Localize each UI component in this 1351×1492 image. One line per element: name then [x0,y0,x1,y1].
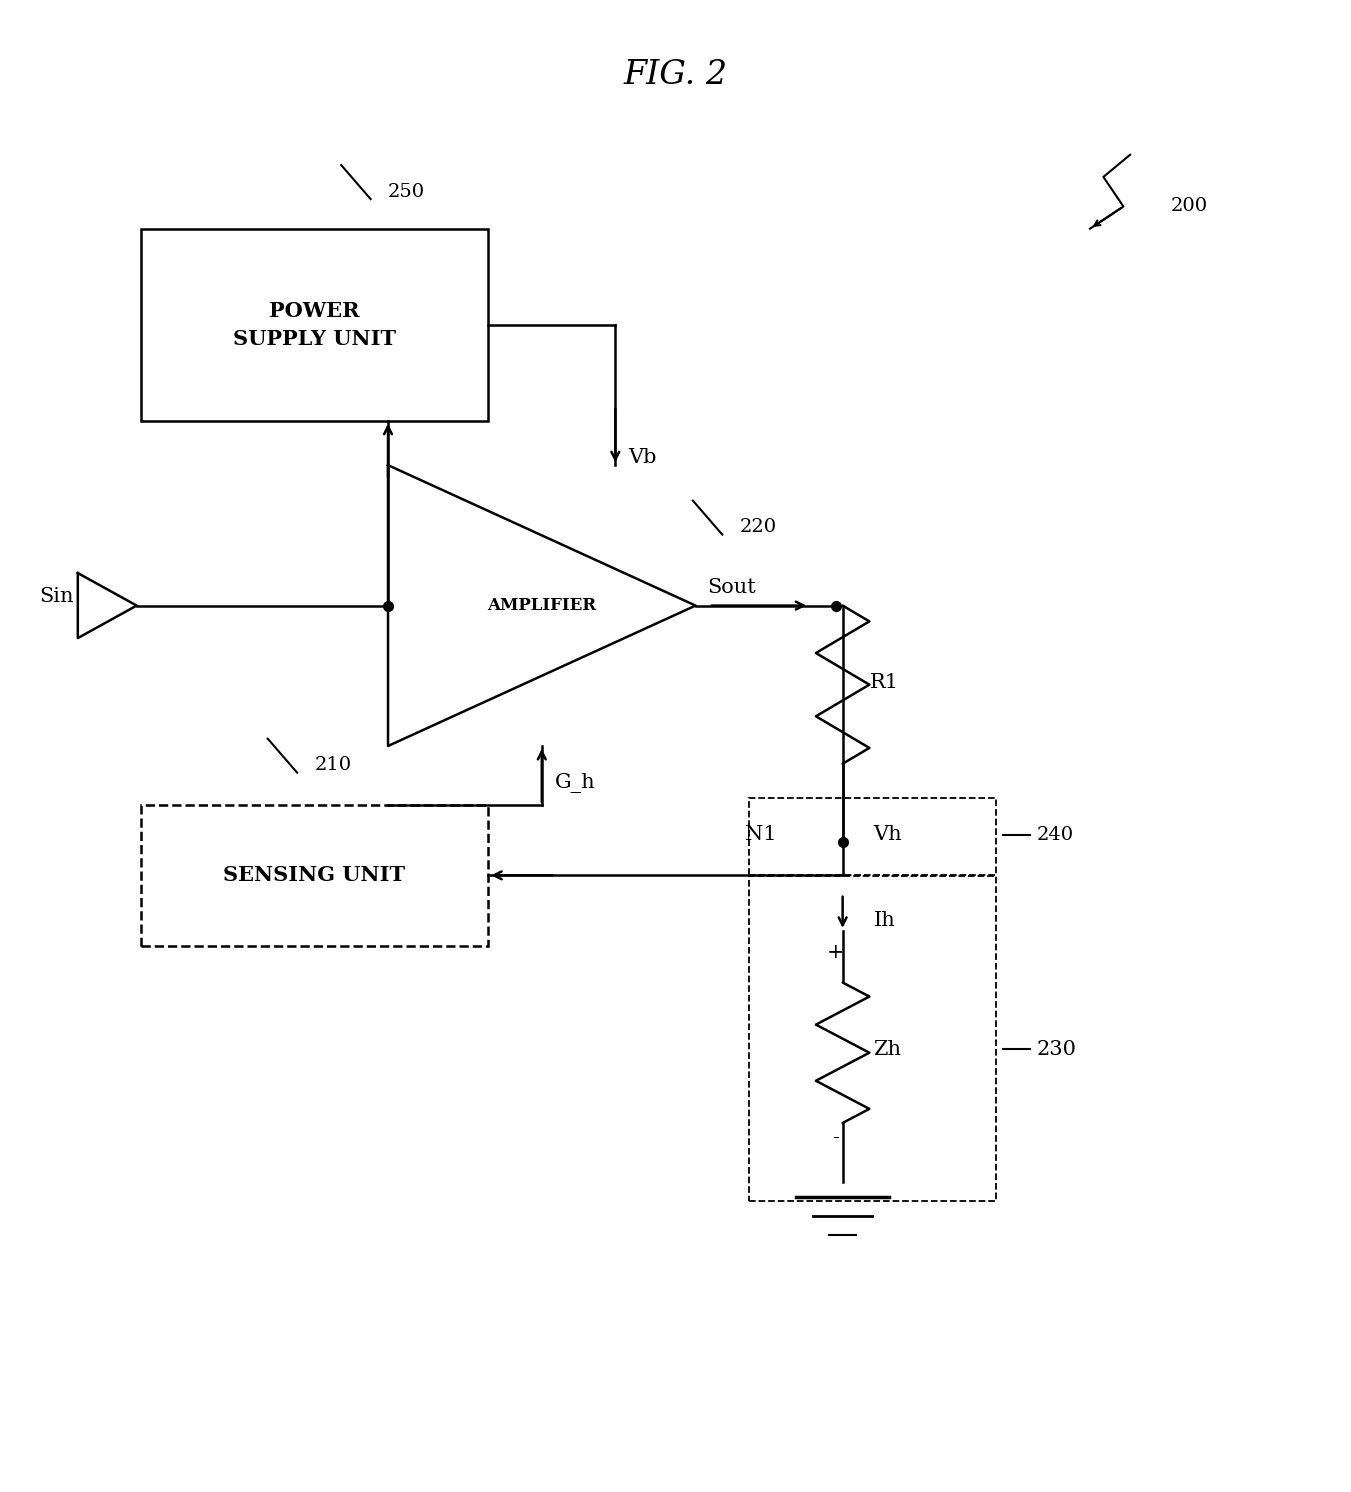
Text: Vh: Vh [873,825,902,844]
Text: AMPLIFIER: AMPLIFIER [488,597,596,615]
Text: 220: 220 [740,518,777,536]
Text: 200: 200 [1170,197,1208,215]
Text: -: - [832,1128,839,1147]
Text: 240: 240 [1036,825,1074,843]
Text: 250: 250 [388,182,426,201]
Bar [748,876,997,1201]
Text: +: + [827,943,844,962]
Text: Sin: Sin [39,588,74,606]
Bar [141,228,488,421]
Text: N1: N1 [746,825,777,844]
Text: SENSING UNIT: SENSING UNIT [223,865,405,885]
Bar [141,806,488,946]
Text: 210: 210 [315,756,351,774]
Text: Ih: Ih [873,912,896,930]
Text: FIG. 2: FIG. 2 [623,58,728,91]
Text: Vb: Vb [628,448,657,467]
Bar [748,798,997,874]
Text: 230: 230 [1036,1040,1077,1058]
Text: Zh: Zh [873,1040,901,1058]
Text: R1: R1 [870,673,898,692]
Text: G_h: G_h [555,773,596,792]
Text: POWER
SUPPLY UNIT: POWER SUPPLY UNIT [232,301,396,349]
Text: Sout: Sout [707,579,755,597]
